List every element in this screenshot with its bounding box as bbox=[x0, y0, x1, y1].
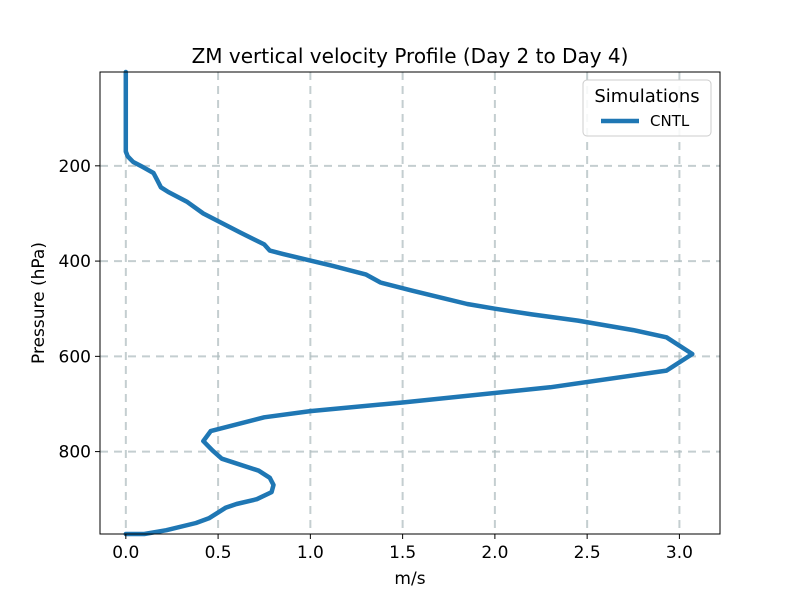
y-tick-label: 200 bbox=[59, 157, 91, 177]
x-tick-label: 3.0 bbox=[666, 543, 693, 563]
x-axis-label: m/s bbox=[394, 569, 425, 589]
y-tick-label: 800 bbox=[59, 443, 91, 463]
x-tick-label: 1.0 bbox=[297, 543, 324, 563]
series-line-cntl bbox=[123, 69, 695, 537]
y-tick-label: 400 bbox=[59, 252, 91, 272]
x-tick-label: 2.0 bbox=[481, 543, 508, 563]
legend: Simulations CNTL bbox=[582, 79, 712, 137]
grid bbox=[100, 72, 720, 534]
legend-label-cntl: CNTL bbox=[650, 112, 690, 130]
chart-title: ZM vertical velocity Profile (Day 2 to D… bbox=[192, 44, 629, 68]
x-tick-label: 2.5 bbox=[574, 543, 601, 563]
axis-ticks: 0.0 0.5 1.0 1.5 2.0 2.5 3.0 200 400 600 800 bbox=[59, 157, 693, 563]
legend-title: Simulations bbox=[594, 86, 699, 107]
plot-frame bbox=[99, 71, 721, 535]
x-tick-label: 1.5 bbox=[389, 543, 416, 563]
y-axis-label: Pressure (hPa) bbox=[29, 242, 49, 364]
x-tick-label: 0.5 bbox=[205, 543, 232, 563]
x-tick-label: 0.0 bbox=[112, 543, 139, 563]
y-tick-label: 600 bbox=[59, 347, 91, 367]
